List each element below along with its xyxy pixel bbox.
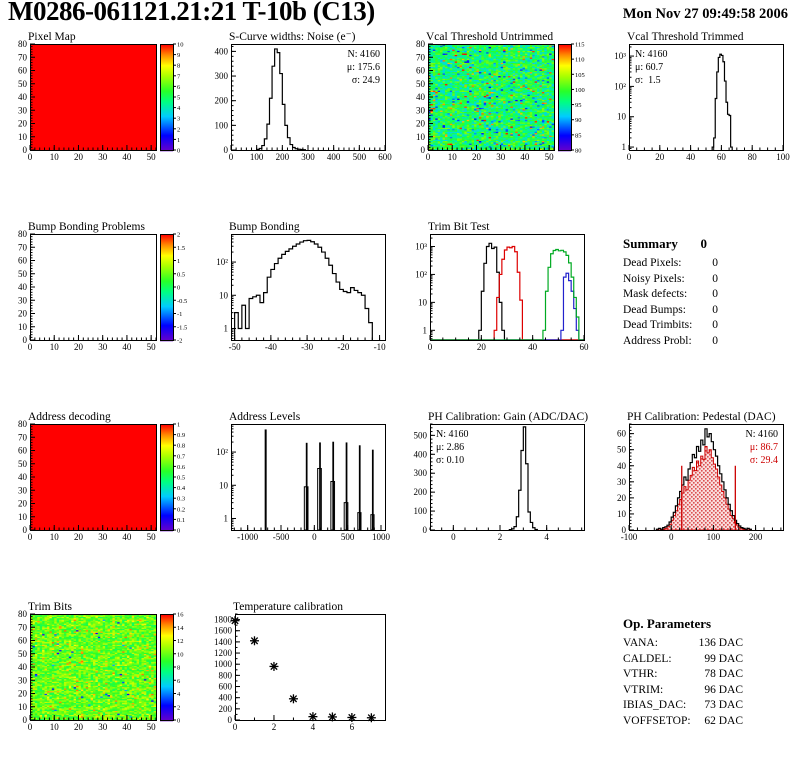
summary-row-label: Dead Pixels: [623, 257, 682, 269]
cell-address-levels [199, 410, 398, 600]
op-param-row: VTRIM: 96 DAC [623, 683, 743, 699]
summary-row-value: 0 [712, 334, 718, 347]
cell-scurve-noise [199, 30, 398, 220]
op-param-value: 78 DAC [704, 668, 743, 680]
op-param-row: VOFFSETOP: 62 DAC [623, 714, 743, 730]
op-param-row: IBIAS_DAC: 73 DAC [623, 698, 743, 714]
cell-trim-bit-test [398, 220, 597, 410]
op-param-label: VTHR: [623, 668, 658, 680]
address-decoding-plot [0, 410, 199, 600]
summary-row: Mask defects: 0 [623, 287, 718, 303]
vcal-threshold-untrimmed-plot [398, 30, 597, 220]
summary-row-label: Dead Bumps: [623, 303, 686, 316]
op-param-label: VOFFSETOP: [623, 714, 691, 727]
summary-row: Dead Bumps: 0 [623, 303, 718, 319]
cell-ph-calibration-gain [398, 410, 597, 600]
summary-row-value: 0 [712, 288, 718, 300]
summary-title: Summary [623, 236, 678, 251]
summary-row-label: Mask defects: [623, 288, 688, 300]
cell-pixel-map [0, 30, 199, 220]
trim-bit-test-plot [398, 220, 597, 410]
op-param-label: CALDEL: [623, 652, 672, 665]
empty-cell [398, 600, 597, 772]
summary-row: Dead Trimbits: 0 [623, 318, 718, 334]
summary-row-value: 0 [712, 272, 718, 285]
ph-calibration-gain-plot [398, 410, 597, 600]
summary-row-label: Dead Trimbits: [623, 319, 693, 331]
cell-bump-bonding-problems [0, 220, 199, 410]
summary-row: Address Probl: 0 [623, 334, 718, 350]
page-title: M0286-061121.21:21 T-10b (C13) [8, 0, 375, 26]
op-param-value: 96 DAC [704, 683, 743, 696]
summary-row-label: Noisy Pixels: [623, 272, 685, 285]
cell-vcal-threshold-untrimmed [398, 30, 597, 220]
op-param-label: VTRIM: [623, 683, 664, 696]
summary-panel: Summary 0 Dead Pixels: 0 Noisy Pixels: 0 M… [597, 220, 796, 410]
op-param-row: VTHR: 78 DAC [623, 667, 743, 683]
summary-row-value: 0 [712, 303, 718, 316]
cell-temperature-calibration [199, 600, 398, 772]
temperature-calibration-plot [199, 600, 398, 772]
op-param-value: 136 DAC [698, 637, 743, 649]
op-param-row: VANA: 136 DAC [623, 636, 743, 652]
summary-row-value: 0 [712, 319, 718, 331]
op-param-value: 99 DAC [704, 652, 743, 665]
summary-row-value: 0 [712, 257, 718, 269]
op-parameters-panel: Op. Parameters VANA: 136 DAC CALDEL: 99 DA… [597, 600, 796, 772]
cell-trim-bits [0, 600, 199, 772]
summary-row-label: Address Probl: [623, 334, 692, 347]
op-param-label: IBIAS_DAC: [623, 699, 687, 711]
bump-bonding-plot [199, 220, 398, 410]
op-param-label: VANA: [623, 637, 658, 649]
op-param-row: CALDEL: 99 DAC [623, 652, 743, 668]
op-param-value: 62 DAC [704, 714, 743, 727]
vcal-threshold-trimmed-plot [597, 30, 796, 220]
cell-vcal-threshold-trimmed [597, 30, 796, 220]
address-levels-plot [199, 410, 398, 600]
trim-bits-plot [0, 600, 199, 772]
summary-row: Dead Pixels: 0 [623, 256, 718, 272]
cell-bump-bonding [199, 220, 398, 410]
pixel-map-plot [0, 30, 199, 220]
plot-grid: Summary 0 Dead Pixels: 0 Noisy Pixels: 0 M… [0, 30, 796, 772]
summary-row: Noisy Pixels: 0 [623, 272, 718, 288]
timestamp: Mon Nov 27 09:49:58 2006 [622, 6, 788, 22]
scurve-noise-plot [199, 30, 398, 220]
page-header: M0286-061121.21:21 T-10b (C13) Mon Nov 2… [0, 0, 796, 30]
cell-ph-calibration-pedestal [597, 410, 796, 600]
cell-address-decoding [0, 410, 199, 600]
ph-calibration-pedestal-plot [597, 410, 796, 600]
bump-bonding-problems-plot [0, 220, 199, 410]
op-param-value: 73 DAC [704, 699, 743, 711]
summary-total: 0 [700, 236, 708, 251]
op-parameters-title: Op. Parameters [623, 616, 712, 631]
